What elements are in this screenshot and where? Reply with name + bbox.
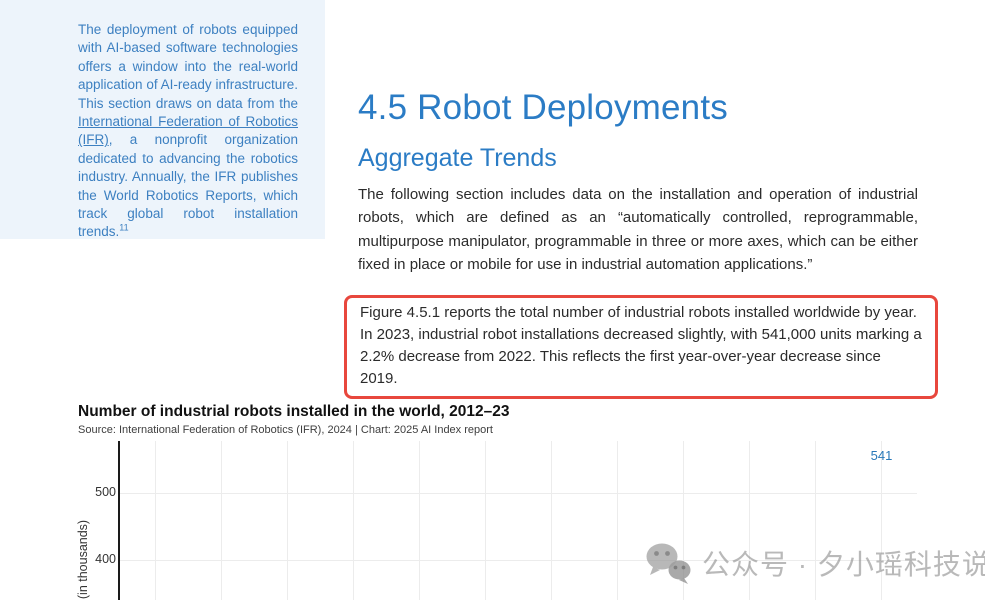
vertical-gridline	[155, 441, 156, 600]
vertical-gridline	[419, 441, 420, 600]
ifr-link[interactable]: International Federation of Robotics (IF…	[78, 114, 298, 148]
vertical-gridline	[485, 441, 486, 600]
y-axis-line	[118, 441, 120, 600]
vertical-gridline	[881, 441, 882, 600]
vertical-gridline	[683, 441, 684, 600]
vertical-gridline	[221, 441, 222, 600]
y-axis-tick-label: 500	[95, 485, 116, 499]
sidebar-note-text: The deployment of robots equipped with A…	[78, 21, 298, 242]
sidebar-note-text-before: The deployment of robots equipped with A…	[78, 22, 298, 111]
footnote-marker: 11	[119, 222, 129, 233]
watermark: 公众号 · 夕小瑶科技说	[644, 541, 985, 585]
intro-paragraph: The following section includes data on t…	[358, 186, 918, 274]
vertical-gridline	[551, 441, 552, 600]
vertical-gridline	[815, 441, 816, 600]
y-axis-label: Number of industrial robots installed (i…	[76, 520, 90, 600]
chart-source: Source: International Federation of Robo…	[78, 424, 493, 436]
vertical-gridline	[287, 441, 288, 600]
sidebar-callout: The deployment of robots equipped with A…	[0, 0, 325, 239]
highlight-paragraph: Figure 4.5.1 reports the total number of…	[360, 304, 922, 387]
subsection-title: Aggregate Trends	[358, 144, 557, 172]
section-title: 4.5 Robot Deployments	[358, 88, 728, 127]
wechat-icon	[646, 543, 691, 584]
horizontal-gridline	[120, 559, 917, 561]
vertical-gridline	[617, 441, 618, 600]
watermark-text: 公众号 · 夕小瑶科技说	[702, 549, 985, 580]
chart-title: Number of industrial robots installed in…	[78, 403, 510, 420]
sidebar-note-text-after: , a nonprofit organization dedicated to …	[78, 132, 298, 240]
vertical-gridline	[749, 441, 750, 600]
horizontal-gridline	[120, 492, 917, 494]
vertical-gridline	[353, 441, 354, 600]
bar-value-label: 541	[870, 447, 893, 463]
highlight-annotation-box: Figure 4.5.1 reports the total number of…	[344, 295, 938, 399]
